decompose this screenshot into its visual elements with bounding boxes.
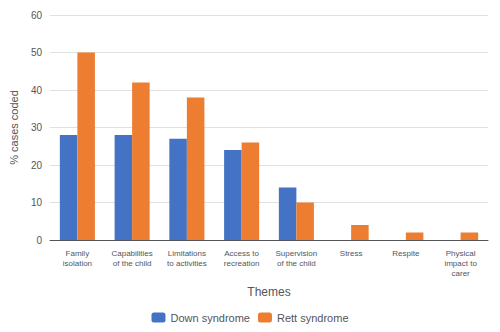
svg-text:isolation: isolation xyxy=(63,259,92,268)
svg-text:of the child: of the child xyxy=(113,259,152,268)
svg-text:carer: carer xyxy=(452,269,471,278)
svg-text:of the child: of the child xyxy=(277,259,316,268)
svg-text:to activities: to activities xyxy=(167,259,207,268)
svg-text:Family: Family xyxy=(66,249,90,258)
svg-text:% cases coded: % cases coded xyxy=(8,90,20,165)
svg-text:50: 50 xyxy=(31,47,43,58)
svg-text:20: 20 xyxy=(31,160,43,171)
svg-text:40: 40 xyxy=(31,85,43,96)
svg-text:Physical: Physical xyxy=(446,249,476,258)
svg-text:10: 10 xyxy=(31,197,43,208)
svg-text:recreation: recreation xyxy=(224,259,260,268)
svg-text:Limitations: Limitations xyxy=(168,249,206,258)
svg-text:Rett syndrome: Rett syndrome xyxy=(277,312,349,324)
svg-text:30: 30 xyxy=(31,122,43,133)
svg-text:Themes: Themes xyxy=(247,285,290,299)
svg-text:Supervision: Supervision xyxy=(275,249,317,258)
svg-text:Respite: Respite xyxy=(392,249,420,258)
svg-text:Stress: Stress xyxy=(340,249,363,258)
svg-text:Capabilities: Capabilities xyxy=(111,249,152,258)
svg-text:60: 60 xyxy=(31,10,43,21)
svg-text:impact to: impact to xyxy=(444,259,477,268)
svg-text:0: 0 xyxy=(36,235,42,246)
svg-text:Down syndrome: Down syndrome xyxy=(170,312,249,324)
svg-text:Access to: Access to xyxy=(224,249,259,258)
